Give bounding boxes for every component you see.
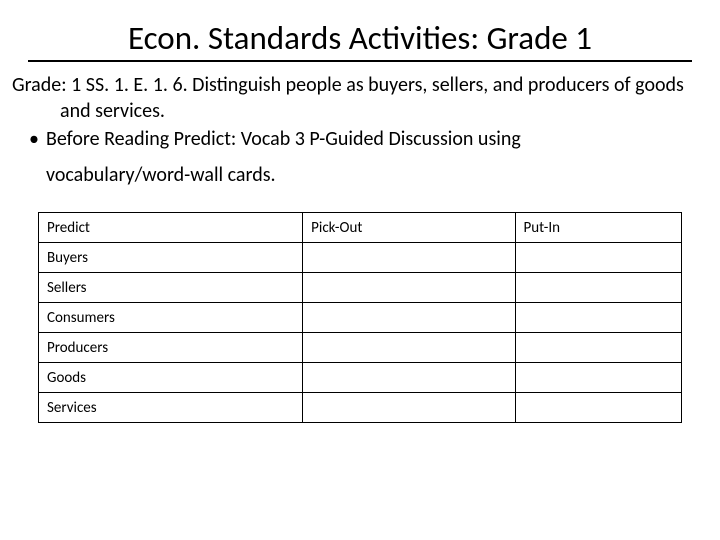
col-predict: Predict xyxy=(39,213,303,243)
table-row: Sellers xyxy=(39,273,682,303)
cell xyxy=(303,363,515,393)
cell-label: Producers xyxy=(39,333,303,363)
table-row: Services xyxy=(39,393,682,423)
vocab-table: Predict Pick-Out Put-In Buyers Sellers C… xyxy=(38,212,682,423)
standard-line: Grade: 1 SS. 1. E. 1. 6. Distinguish peo… xyxy=(12,72,708,124)
page-title: Econ. Standards Activities: Grade 1 xyxy=(28,18,692,62)
vocab-line: vocabulary/word-wall cards. xyxy=(46,162,708,188)
table-row: Consumers xyxy=(39,303,682,333)
bullet-item: • Before Reading Predict: Vocab 3 P-Guid… xyxy=(12,126,708,152)
cell xyxy=(515,303,681,333)
table-row: Producers xyxy=(39,333,682,363)
cell-label: Services xyxy=(39,393,303,423)
table-row: Goods xyxy=(39,363,682,393)
bullet-text: Before Reading Predict: Vocab 3 P-Guided… xyxy=(46,126,708,152)
cell-label: Consumers xyxy=(39,303,303,333)
cell xyxy=(515,243,681,273)
cell xyxy=(303,243,515,273)
vocab-table-wrap: Predict Pick-Out Put-In Buyers Sellers C… xyxy=(38,212,682,423)
cell xyxy=(303,273,515,303)
cell xyxy=(515,393,681,423)
cell xyxy=(303,303,515,333)
cell xyxy=(303,393,515,423)
col-putin: Put-In xyxy=(515,213,681,243)
bullet-marker: • xyxy=(12,126,46,152)
cell-label: Goods xyxy=(39,363,303,393)
cell xyxy=(515,333,681,363)
cell xyxy=(515,363,681,393)
table-header-row: Predict Pick-Out Put-In xyxy=(39,213,682,243)
cell xyxy=(515,273,681,303)
body-text: Grade: 1 SS. 1. E. 1. 6. Distinguish peo… xyxy=(12,72,708,188)
table-row: Buyers xyxy=(39,243,682,273)
col-pickout: Pick-Out xyxy=(303,213,515,243)
cell-label: Sellers xyxy=(39,273,303,303)
cell xyxy=(303,333,515,363)
cell-label: Buyers xyxy=(39,243,303,273)
